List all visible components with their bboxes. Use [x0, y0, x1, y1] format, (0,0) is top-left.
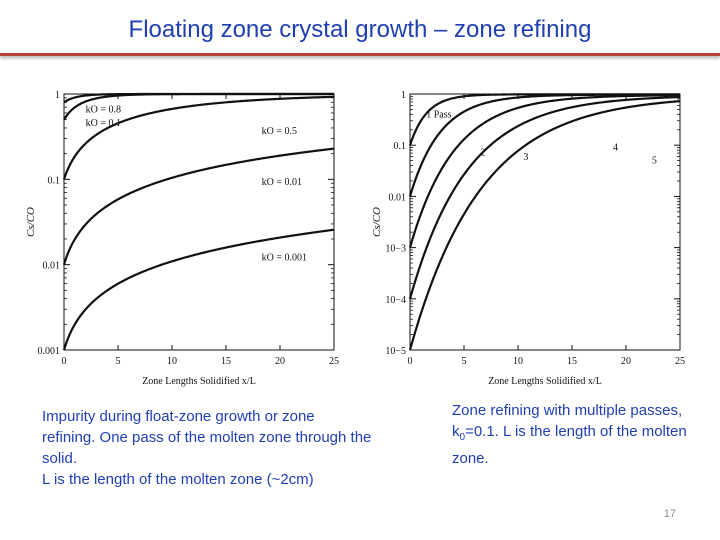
- series-label: 3: [523, 152, 528, 163]
- y-tick-label: 10−3: [385, 244, 406, 255]
- x-tick-label: 0: [62, 356, 67, 367]
- x-tick-label: 15: [221, 356, 231, 367]
- series-label: kO = 0.5: [262, 126, 297, 137]
- y-tick-label: 1: [55, 90, 60, 101]
- series-line: [63, 92, 334, 121]
- y-tick-label: 0.1: [48, 175, 61, 186]
- y-tick-label: 0.1: [394, 141, 407, 152]
- x-tick-label: 5: [462, 356, 467, 367]
- series-line: [408, 94, 681, 248]
- series-label: kO = 0.1: [86, 118, 121, 129]
- x-axis-label: Zone Lengths Solidified x/L: [488, 376, 602, 387]
- y-tick-label: 0.01: [389, 192, 407, 203]
- y-tick-label: 1: [401, 90, 406, 101]
- x-tick-label: 25: [329, 356, 339, 367]
- y-axis-label: Cs/CO: [25, 207, 37, 237]
- y-tick-label: 10−4: [385, 295, 406, 306]
- y-axis-label: Cs/CO: [371, 207, 383, 237]
- series-line: [62, 228, 335, 351]
- series-label: 4: [613, 142, 618, 153]
- y-tick-label: 0.01: [43, 261, 61, 272]
- series-label: kO = 0.01: [262, 177, 302, 188]
- caption-left: Impurity during float-zone growth or zon…: [42, 406, 372, 490]
- x-tick-label: 5: [116, 356, 121, 367]
- y-tick-label: 0.001: [38, 346, 61, 357]
- slide-title: Floating zone crystal growth – zone refi…: [128, 16, 592, 43]
- title-divider: [0, 53, 720, 56]
- x-tick-label: 0: [408, 356, 413, 367]
- multi-pass-chart-svg: 0 5 10 15 20 25 1 0.1 0.01 10−3 10−4 10−5 Zone Lengt…: [371, 90, 685, 387]
- x-axis-label: Zone Lengths Solidified x/L: [142, 376, 256, 387]
- caption-left-line2: L is the length of the molten zone (~2cm…: [42, 471, 314, 488]
- series-line: [62, 95, 335, 180]
- series-label: 5: [652, 156, 657, 167]
- single-pass-chart: 0 5 10 15 20 25 1 0.1 0.01 0.001 Zone Lengths Soli…: [18, 80, 348, 398]
- multi-pass-chart: 0 5 10 15 20 25 1 0.1 0.01 10−3 10−4 10−5 Zone Lengt…: [364, 80, 694, 398]
- x-tick-label: 10: [167, 356, 177, 367]
- series-line: [62, 147, 335, 265]
- page-number: 17: [663, 508, 676, 520]
- series-label: kO = 0.001: [262, 252, 307, 263]
- series-label: kO = 0.8: [86, 104, 121, 115]
- caption-right-pre: Zone refining with multiple passes, k: [452, 402, 683, 440]
- caption-right-sub: 0: [459, 432, 466, 443]
- x-tick-label: 20: [621, 356, 631, 367]
- x-tick-label: 15: [567, 356, 577, 367]
- single-pass-chart-svg: 0 5 10 15 20 25 1 0.1 0.01 0.001 Zone Lengths Soli…: [25, 90, 339, 387]
- x-tick-label: 20: [275, 356, 285, 367]
- y-tick-label: 10−5: [385, 346, 406, 357]
- series-line: [408, 100, 681, 351]
- series-label: 1 Pass: [426, 109, 451, 120]
- x-tick-label: 10: [513, 356, 523, 367]
- series-line: [408, 95, 681, 300]
- caption-left-line1: Impurity during float-zone growth or zon…: [42, 408, 372, 467]
- series-line: [408, 93, 680, 197]
- x-tick-label: 25: [675, 356, 685, 367]
- caption-right-post: =0.1. L is the length of the molten zone…: [452, 423, 687, 467]
- caption-right: Zone refining with multiple passes, k0=0…: [452, 400, 692, 469]
